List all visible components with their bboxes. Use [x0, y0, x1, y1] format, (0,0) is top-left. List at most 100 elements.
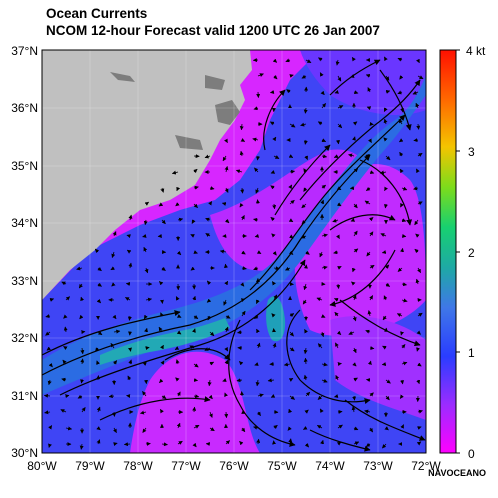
credit-label: NAVOCEANO	[428, 468, 486, 478]
vector-arrow	[367, 138, 372, 143]
vector-arrow	[224, 392, 228, 397]
vector-arrow	[175, 377, 180, 382]
vector-arrow	[176, 330, 182, 335]
vector-arrow	[267, 378, 275, 383]
vector-arrow	[209, 361, 215, 366]
vector-arrow	[237, 330, 243, 335]
vector-arrow	[128, 347, 132, 352]
vector-arrow	[369, 295, 374, 301]
lon-label: 79°W	[75, 459, 105, 473]
vector-arrow	[225, 440, 230, 445]
vector-arrow	[112, 231, 117, 237]
vector-arrow	[63, 314, 68, 319]
vector-arrow	[128, 262, 133, 269]
vector-arrow	[288, 377, 294, 382]
vector-arrow	[269, 121, 275, 126]
vector-arrow	[353, 248, 359, 253]
vector-arrow	[175, 202, 180, 207]
vector-arrow	[415, 102, 420, 109]
vector-arrow	[192, 442, 197, 448]
vector-arrow	[94, 248, 100, 253]
vector-arrow	[304, 329, 309, 334]
vector-arrow	[286, 89, 291, 94]
lon-label: 77°W	[171, 459, 201, 473]
vector-arrow	[320, 199, 325, 205]
vector-arrow	[207, 379, 212, 387]
map-title: Ocean Currents	[46, 6, 148, 21]
vector-arrow	[352, 395, 357, 401]
vector-arrow	[289, 313, 295, 318]
vector-arrow	[400, 331, 404, 336]
vector-arrow	[143, 219, 148, 226]
vector-arrow	[369, 427, 374, 433]
vector-arrow	[383, 107, 388, 112]
vector-arrow	[126, 249, 132, 254]
colorbar-tick-label: 2	[468, 246, 475, 260]
vector-arrow	[335, 342, 339, 349]
vector-arrow	[336, 202, 342, 207]
vector-arrow	[96, 406, 101, 413]
vector-arrow	[270, 90, 275, 94]
vector-arrow	[143, 314, 148, 320]
vector-arrow	[366, 378, 371, 382]
vector-arrow	[416, 168, 420, 174]
vector-arrow	[401, 298, 408, 303]
vector-arrow	[239, 202, 244, 208]
vector-arrow	[158, 202, 164, 207]
vector-arrow	[142, 427, 147, 433]
vector-arrow	[113, 329, 121, 334]
vector-arrow	[240, 187, 245, 194]
vector-arrow	[253, 314, 259, 319]
speed-colorbar: 4 kt 3 2 1 0	[439, 44, 486, 461]
vector-arrow	[207, 315, 212, 321]
vector-arrow	[337, 105, 344, 109]
vector-arrow	[253, 266, 259, 271]
lat-label: 34°N	[11, 216, 38, 230]
vector-arrow	[47, 379, 52, 386]
vector-arrow	[95, 347, 100, 352]
vector-arrow	[270, 216, 275, 222]
vector-arrow	[209, 186, 215, 191]
vector-arrow	[271, 313, 276, 318]
vector-arrow	[193, 250, 198, 254]
low-speed-region-northeast	[300, 50, 426, 115]
vector-arrow	[78, 283, 83, 289]
vector-arrow	[385, 395, 390, 401]
vector-arrow	[337, 123, 343, 129]
vector-arrow	[289, 395, 295, 400]
vector-arrow	[241, 427, 246, 433]
vector-arrow	[287, 426, 292, 431]
vector-arrow	[270, 185, 275, 190]
vector-arrow	[303, 357, 308, 365]
vector-arrow	[337, 75, 342, 82]
vector-arrow	[400, 379, 405, 385]
vector-arrow	[417, 152, 423, 157]
vector-arrow	[125, 297, 131, 301]
vector-arrow	[401, 186, 408, 191]
vector-arrow	[96, 360, 100, 365]
vector-arrow	[204, 347, 211, 351]
vector-arrow	[270, 170, 276, 174]
vector-arrow	[396, 313, 403, 318]
vector-arrow	[160, 360, 165, 365]
vector-arrow	[144, 327, 148, 333]
vector-arrow	[272, 342, 277, 349]
vector-arrow	[273, 155, 280, 159]
vector-arrow	[303, 425, 308, 430]
vector-arrow	[77, 394, 83, 399]
vector-arrow	[302, 299, 307, 305]
vector-arrow	[413, 138, 419, 143]
vector-arrow	[348, 153, 355, 158]
vector-arrow	[193, 363, 199, 368]
vector-arrow	[385, 89, 391, 94]
vector-arrow	[43, 393, 51, 398]
vector-arrow	[321, 138, 327, 143]
vector-arrow	[337, 409, 343, 414]
vector-arrow	[225, 218, 230, 224]
vector-arrow	[209, 411, 213, 418]
pamlico-sound	[215, 100, 240, 125]
vector-arrow	[289, 331, 294, 337]
colorbar-tick-label: 0	[468, 447, 475, 461]
vector-arrow	[400, 107, 405, 113]
vector-arrow	[127, 315, 132, 321]
